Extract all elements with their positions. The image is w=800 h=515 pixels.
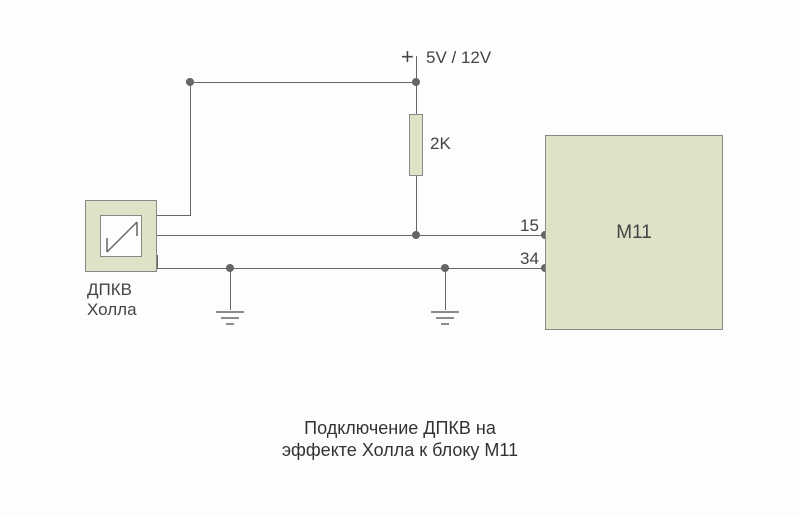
circuit-canvas: ДПКВ Холла + 5V / 12V 2K 15 34 [0, 0, 800, 515]
wire-signal [157, 235, 545, 236]
pin-34-label: 34 [520, 249, 539, 269]
wire-sensor-to-rail [190, 82, 191, 216]
sensor-lead-vcc [157, 215, 190, 216]
wire-gnd-drop-2 [445, 268, 446, 310]
wire-resistor-to-sig [416, 176, 417, 236]
caption-line-2: эффекте Холла к блоку М11 [0, 440, 800, 461]
ecu-label: М11 [616, 222, 652, 244]
ground-symbol-2 [427, 310, 463, 328]
resistor-2k [409, 114, 423, 176]
caption-line-1: Подключение ДПКВ на [0, 418, 800, 439]
wire-ground-bus [157, 268, 545, 269]
sensor-label-2: Холла [87, 300, 137, 320]
ecu-m11-box: М11 [545, 135, 723, 330]
plus-icon: + [401, 44, 414, 70]
wire-top-rail [190, 82, 416, 83]
pin-15-label: 15 [520, 216, 539, 236]
wire-gnd-drop-1 [230, 268, 231, 310]
hall-sensor-inner [100, 215, 142, 257]
resistor-label: 2K [430, 134, 451, 154]
node-rail-left [186, 78, 194, 86]
wire-vcc-stub [416, 56, 417, 82]
ground-symbol-1 [212, 310, 248, 328]
hall-sensor-icon [101, 216, 143, 258]
wire-sensor-gnd-jog [157, 255, 158, 268]
vcc-label: 5V / 12V [426, 48, 491, 68]
sensor-label-1: ДПКВ [87, 280, 132, 300]
wire-vcc-to-resistor [416, 82, 417, 114]
node-signal-resistor [412, 231, 420, 239]
